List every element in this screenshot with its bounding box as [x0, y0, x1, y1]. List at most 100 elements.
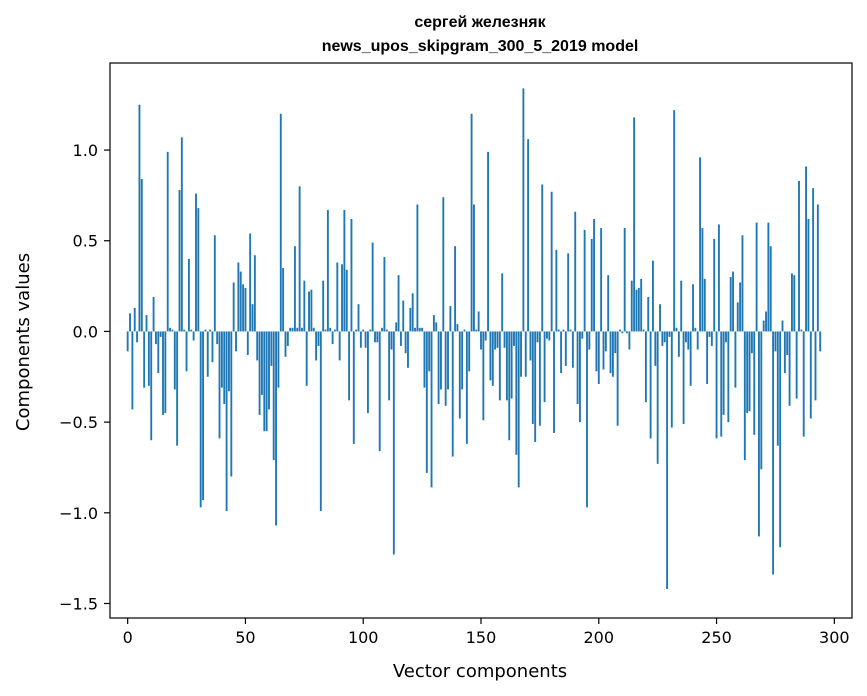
- bar: [611, 331, 614, 377]
- bar: [675, 327, 678, 332]
- bar: [423, 331, 426, 388]
- bar: [282, 267, 285, 332]
- bar: [143, 331, 146, 388]
- bar: [447, 331, 449, 390]
- bar: [343, 209, 346, 332]
- bar: [527, 139, 530, 332]
- bar: [296, 327, 299, 332]
- bar: [442, 197, 445, 332]
- bar: [159, 331, 162, 337]
- bar: [430, 331, 433, 488]
- bar: [246, 331, 249, 356]
- bar: [329, 327, 332, 332]
- bar: [197, 208, 200, 332]
- bar: [734, 331, 737, 388]
- bar: [746, 331, 749, 414]
- bar: [689, 331, 692, 386]
- bar: [779, 331, 782, 548]
- bar: [362, 329, 365, 332]
- bar: [286, 331, 289, 346]
- bar: [710, 331, 713, 346]
- bar: [129, 313, 131, 332]
- bar: [543, 331, 546, 403]
- bar: [677, 331, 680, 357]
- bar: [501, 273, 504, 332]
- bar: [185, 331, 188, 372]
- bar: [162, 331, 164, 415]
- bar: [461, 331, 464, 390]
- bar: [291, 327, 294, 332]
- bar: [371, 242, 374, 332]
- bar: [786, 331, 789, 356]
- bar: [468, 331, 471, 372]
- bar-series: [126, 88, 822, 589]
- bar: [623, 228, 626, 332]
- bar: [772, 331, 775, 575]
- bar: [458, 331, 461, 419]
- bar: [223, 331, 226, 404]
- bar: [604, 331, 607, 352]
- bar: [211, 331, 214, 363]
- bar: [152, 296, 155, 332]
- bar: [298, 186, 301, 332]
- bar: [190, 329, 193, 332]
- bar: [699, 157, 701, 332]
- bar: [553, 331, 555, 433]
- bar: [769, 246, 772, 332]
- bar: [470, 113, 473, 332]
- bar: [220, 331, 223, 388]
- bar: [399, 331, 402, 346]
- bar: [352, 331, 355, 444]
- x-tick-label: 0: [123, 628, 133, 647]
- bar: [126, 331, 129, 352]
- bar: [607, 275, 610, 332]
- bar: [717, 224, 720, 332]
- bar: [673, 110, 676, 332]
- bar: [626, 331, 628, 334]
- bar: [345, 269, 348, 332]
- bar: [805, 166, 807, 332]
- bar: [619, 329, 621, 332]
- bar: [522, 88, 525, 332]
- bar: [642, 329, 645, 332]
- bar: [668, 331, 671, 337]
- bar: [409, 307, 412, 332]
- bar: [404, 331, 407, 354]
- bar: [131, 331, 134, 410]
- bar: [536, 331, 539, 343]
- bar: [557, 329, 560, 332]
- chart-subtitle: news_upos_skipgram_300_5_2019 model: [322, 38, 639, 55]
- bar: [684, 331, 687, 343]
- bar: [546, 331, 548, 339]
- bar: [578, 331, 581, 423]
- bar: [308, 291, 310, 332]
- bar: [513, 331, 515, 346]
- bar: [421, 327, 424, 332]
- bar: [440, 331, 442, 390]
- bar: [680, 280, 683, 332]
- bar: [576, 331, 579, 404]
- chart-title: сергей железняк: [414, 14, 546, 31]
- y-tick-label: −1.5: [59, 594, 98, 613]
- bar: [583, 229, 586, 332]
- bar: [491, 331, 494, 386]
- bar: [560, 331, 563, 374]
- bar: [260, 331, 263, 395]
- bar: [202, 331, 204, 501]
- bar: [503, 331, 506, 348]
- bar: [390, 331, 393, 350]
- x-axis-label: Vector components: [393, 661, 567, 682]
- bar: [621, 331, 624, 334]
- bar: [425, 331, 428, 473]
- bar: [310, 289, 313, 332]
- x-tick-label: 150: [466, 628, 497, 647]
- bar: [258, 331, 261, 415]
- bar: [477, 311, 480, 332]
- bar: [654, 331, 657, 366]
- bar: [303, 280, 306, 332]
- bar: [743, 331, 746, 461]
- bar: [748, 331, 751, 412]
- bar: [454, 246, 457, 332]
- bar: [586, 331, 588, 508]
- bar: [812, 188, 815, 332]
